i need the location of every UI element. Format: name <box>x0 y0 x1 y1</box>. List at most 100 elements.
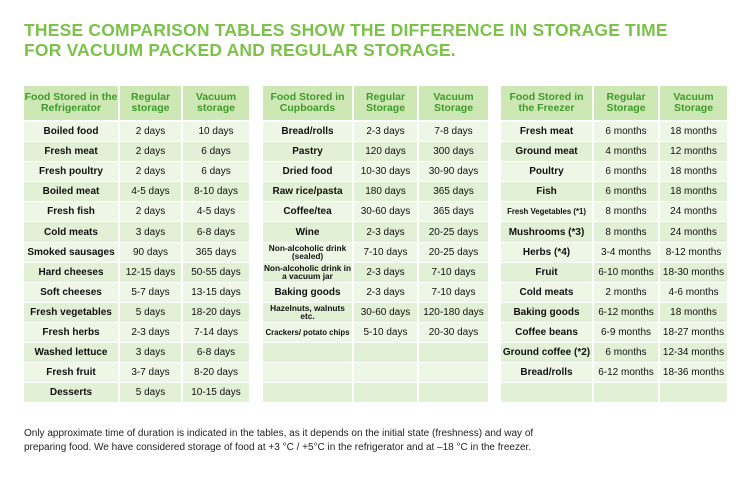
vacuum-storage-cell: 50-55 days <box>181 261 249 283</box>
table-row: Boiled food 2 days 10 days <box>24 120 249 142</box>
regular-storage-cell: 30-60 days <box>352 201 418 222</box>
table-row <box>263 382 488 403</box>
vacuum-storage-cell: 4-6 months <box>658 281 727 303</box>
food-cell: Fresh meat <box>501 120 593 142</box>
column-header: Food Stored in the Freezer <box>501 86 593 122</box>
vacuum-storage-cell: 6 days <box>181 141 249 162</box>
freezer-table: Food Stored in the Freezer Regular Storag… <box>501 86 727 403</box>
page-title: THESE COMPARISON TABLES SHOW THE DIFFERE… <box>24 20 734 60</box>
column-header: Vacuum Storage <box>417 86 488 122</box>
table-row: Coffee/tea 30-60 days 365 days <box>263 201 488 222</box>
food-cell: Boiled food <box>24 120 119 142</box>
food-cell <box>263 362 353 383</box>
regular-storage-cell: 90 days <box>118 241 182 263</box>
regular-storage-cell: 4 months <box>592 141 659 162</box>
regular-storage-cell <box>352 362 418 383</box>
vacuum-storage-cell: 7-10 days <box>417 281 488 303</box>
table-row: Mushrooms (*3) 8 months 24 months <box>501 221 727 243</box>
vacuum-storage-cell: 10-15 days <box>181 382 249 403</box>
food-cell: Boiled meat <box>24 181 119 202</box>
regular-storage-cell: 6 months <box>592 120 659 142</box>
food-cell: Baking goods <box>501 301 593 323</box>
food-cell <box>501 382 593 403</box>
table-row <box>263 362 488 383</box>
food-cell: Baking goods <box>263 281 353 303</box>
table-row: Non-alcoholic drink (sealed) 7-10 days 20-… <box>263 241 488 263</box>
food-cell: Hazelnuts, walnuts etc. <box>263 301 353 323</box>
vacuum-storage-cell: 24 months <box>658 221 727 243</box>
table-row: Fresh poultry 2 days 6 days <box>24 161 249 182</box>
table-row: Non-alcoholic drink in a vacuum jar 2-3 d… <box>263 261 488 283</box>
table-row: Baking goods 2-3 days 7-10 days <box>263 281 488 303</box>
regular-storage-cell: 6 months <box>592 342 659 363</box>
food-cell: Washed lettuce <box>24 342 119 363</box>
food-cell: Ground coffee (*2) <box>501 342 593 363</box>
table-row: Baking goods 6-12 months 18 months <box>501 301 727 323</box>
food-cell: Bread/rolls <box>263 120 353 142</box>
table-row: Fresh fruit 3-7 days 8-20 days <box>24 362 249 383</box>
food-cell: Dried food <box>263 161 353 182</box>
table-header-row: Food Stored in the Freezer Regular Storag… <box>501 86 727 122</box>
regular-storage-cell: 10-30 days <box>352 161 418 182</box>
table-row: Ground meat 4 months 12 months <box>501 141 727 162</box>
regular-storage-cell: 5 days <box>118 301 182 323</box>
table-row: Cold meats 2 months 4-6 months <box>501 281 727 303</box>
regular-storage-cell: 6-12 months <box>592 301 659 323</box>
table-row: Fish 6 months 18 months <box>501 181 727 202</box>
food-cell: Non-alcoholic drink (sealed) <box>263 241 353 263</box>
food-cell: Herbs (*4) <box>501 241 593 263</box>
regular-storage-cell: 6-12 months <box>592 362 659 383</box>
regular-storage-cell: 2 days <box>118 201 182 222</box>
vacuum-storage-cell <box>417 362 488 383</box>
regular-storage-cell <box>592 382 659 403</box>
regular-storage-cell <box>352 382 418 403</box>
regular-storage-cell: 12-15 days <box>118 261 182 283</box>
regular-storage-cell: 5 days <box>118 382 182 403</box>
table-header-row: Food Stored in Cupboards Regular Storage V… <box>263 86 488 122</box>
vacuum-storage-cell: 13-15 days <box>181 281 249 303</box>
food-cell: Raw rice/pasta <box>263 181 353 202</box>
food-cell: Poultry <box>501 161 593 182</box>
food-cell <box>263 342 353 363</box>
regular-storage-cell: 6 months <box>592 181 659 202</box>
food-cell: Crackers/ potato chips <box>263 321 353 343</box>
vacuum-storage-cell: 7-8 days <box>417 120 488 142</box>
vacuum-storage-cell: 4-5 days <box>181 201 249 222</box>
regular-storage-cell: 2 months <box>592 281 659 303</box>
vacuum-storage-cell: 12 months <box>658 141 727 162</box>
table-row: Fresh meat 2 days 6 days <box>24 141 249 162</box>
food-cell: Non-alcoholic drink in a vacuum jar <box>263 261 353 283</box>
vacuum-storage-cell: 20-30 days <box>417 321 488 343</box>
regular-storage-cell: 2-3 days <box>352 120 418 142</box>
vacuum-storage-cell: 18-27 months <box>658 321 727 343</box>
food-cell: Desserts <box>24 382 119 403</box>
regular-storage-cell: 3 days <box>118 342 182 363</box>
regular-storage-cell: 4-5 days <box>118 181 182 202</box>
regular-storage-cell: 3-7 days <box>118 362 182 383</box>
vacuum-storage-cell: 20-25 days <box>417 241 488 263</box>
table-row: Poultry 6 months 18 months <box>501 161 727 182</box>
food-cell: Soft cheeses <box>24 281 119 303</box>
vacuum-storage-cell: 30-90 days <box>417 161 488 182</box>
cupboards-table: Food Stored in Cupboards Regular Storage V… <box>263 86 488 403</box>
table-row: Hard cheeses 12-15 days 50-55 days <box>24 261 249 283</box>
table-row: Dried food 10-30 days 30-90 days <box>263 161 488 182</box>
footnote: Only approximate time of duration is ind… <box>24 427 734 455</box>
vacuum-storage-cell: 300 days <box>417 141 488 162</box>
column-header: Vacuum storage <box>181 86 249 122</box>
vacuum-storage-cell: 7-14 days <box>181 321 249 343</box>
column-header: Regular storage <box>118 86 182 122</box>
food-cell: Fresh meat <box>24 141 119 162</box>
food-cell: Coffee beans <box>501 321 593 343</box>
table-row: Coffee beans 6-9 months 18-27 months <box>501 321 727 343</box>
regular-storage-cell: 2-3 days <box>352 261 418 283</box>
title-line-1: THESE COMPARISON TABLES SHOW THE DIFFERE… <box>24 20 668 40</box>
regular-storage-cell: 5-7 days <box>118 281 182 303</box>
vacuum-storage-cell: 6 days <box>181 161 249 182</box>
vacuum-storage-cell: 18-20 days <box>181 301 249 323</box>
column-header: Food Stored in Cupboards <box>263 86 353 122</box>
food-cell: Bread/rolls <box>501 362 593 383</box>
table-row: Crackers/ potato chips 5-10 days 20-30 day… <box>263 321 488 343</box>
food-cell: Pastry <box>263 141 353 162</box>
table-row: Fresh fish 2 days 4-5 days <box>24 201 249 222</box>
